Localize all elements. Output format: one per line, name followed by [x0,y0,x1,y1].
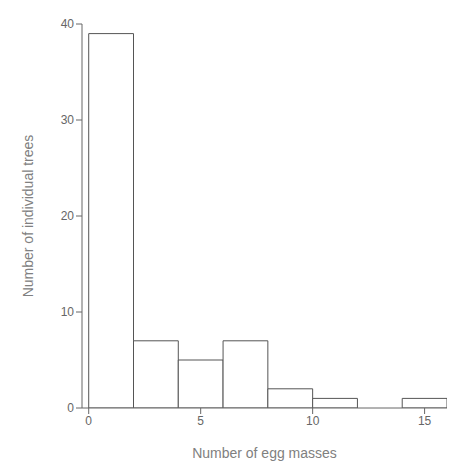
svg-text:Number of individual trees: Number of individual trees [20,135,36,298]
svg-text:0: 0 [85,414,92,428]
svg-text:5: 5 [197,414,204,428]
svg-text:40: 40 [61,17,75,31]
svg-text:0: 0 [67,401,74,415]
svg-text:15: 15 [418,414,432,428]
svg-text:30: 30 [61,113,75,127]
svg-text:10: 10 [61,305,75,319]
svg-text:10: 10 [306,414,320,428]
svg-text:Number of egg masses: Number of egg masses [192,445,337,461]
svg-text:20: 20 [61,209,75,223]
